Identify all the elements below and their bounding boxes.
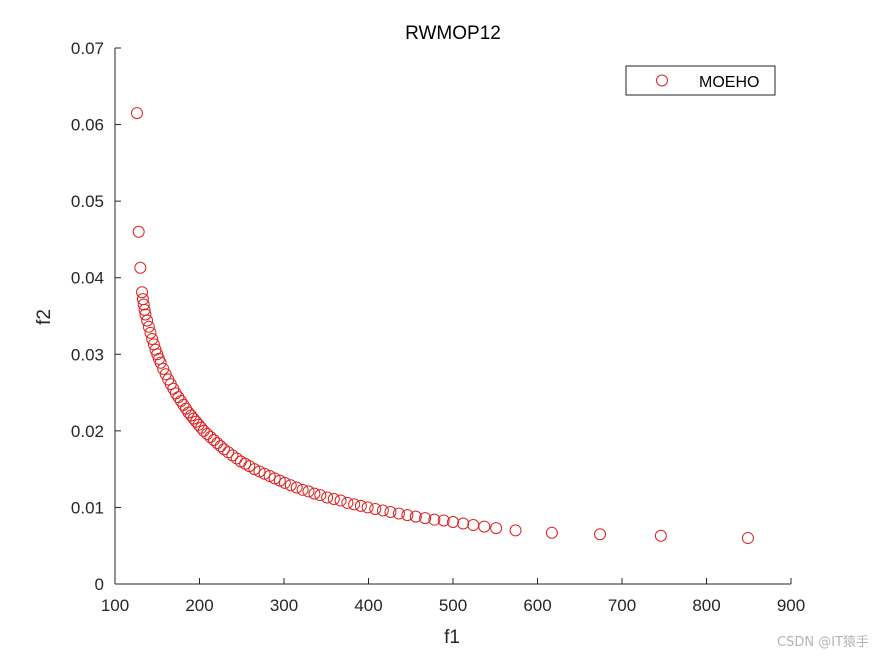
data-point: [146, 332, 159, 345]
y-tick-label: 0.01: [71, 498, 104, 517]
data-point: [226, 449, 239, 462]
x-tick-label: 200: [185, 596, 213, 615]
data-point: [509, 524, 522, 537]
data-point: [290, 481, 303, 494]
data-point: [478, 520, 491, 533]
y-tick-label: 0.07: [71, 39, 104, 58]
data-point: [437, 514, 450, 527]
data-point: [490, 522, 503, 535]
legend-marker: [656, 74, 668, 87]
data-point: [201, 427, 214, 440]
data-point: [348, 498, 361, 511]
data-point: [409, 510, 422, 523]
data-point: [392, 507, 405, 520]
data-point: [308, 487, 321, 500]
legend-box: [625, 65, 776, 96]
data-point: [222, 446, 235, 459]
data-point: [214, 440, 227, 453]
data-point: [284, 479, 297, 492]
x-tick-label: 100: [101, 596, 129, 615]
data-point: [321, 491, 334, 504]
x-tick-label: 700: [608, 596, 636, 615]
data-point: [154, 356, 167, 369]
x-tick-label: 500: [439, 596, 467, 615]
data-point: [144, 326, 157, 339]
data-point: [594, 528, 607, 541]
data-point: [369, 502, 382, 515]
data-point: [419, 512, 432, 525]
data-point: [137, 298, 150, 311]
data-point: [139, 308, 152, 321]
y-tick-label: 0.02: [71, 422, 104, 441]
x-tick-label: 400: [354, 596, 382, 615]
y-tick-label: 0.05: [71, 192, 104, 211]
y-tick-label: 0.03: [71, 345, 104, 364]
x-tick-label: 300: [270, 596, 298, 615]
data-point: [545, 526, 558, 539]
data-point: [174, 394, 187, 407]
x-axis-label: f1: [444, 627, 460, 648]
data-point: [159, 368, 172, 381]
data-point: [314, 489, 327, 502]
data-point: [376, 504, 389, 517]
y-tick-label: 0: [95, 575, 104, 594]
data-point: [136, 286, 149, 299]
data-point: [230, 452, 243, 465]
data-point: [428, 513, 441, 526]
data-point: [132, 225, 145, 238]
x-tick-label: 800: [692, 596, 720, 615]
x-tick-label: 600: [523, 596, 551, 615]
data-point: [141, 314, 154, 327]
data-point: [218, 443, 231, 456]
data-point: [157, 362, 170, 375]
data-point: [467, 519, 480, 532]
data-point: [327, 493, 340, 506]
data-point: [401, 509, 414, 522]
data-point: [457, 517, 470, 530]
data-point: [172, 391, 185, 404]
data-point: [341, 496, 354, 509]
data-point: [197, 424, 210, 437]
data-point: [130, 107, 143, 120]
data-point: [177, 398, 190, 411]
data-point: [296, 483, 309, 496]
data-point: [278, 476, 291, 489]
legend: MOEHO: [625, 65, 776, 96]
axes: 100 200 300 400 500 600 700 800 900 0 0.01 0.02 0.03…: [71, 39, 805, 615]
data-point: [207, 434, 220, 447]
data-point: [302, 485, 315, 498]
data-point: [211, 437, 224, 450]
data-point: [204, 430, 217, 443]
data-point: [334, 494, 347, 507]
data-point: [134, 261, 147, 274]
data-point: [447, 515, 459, 528]
data-point: [361, 501, 374, 514]
data-point: [142, 320, 155, 333]
data-points: [130, 107, 754, 545]
y-tick-label: 0.04: [71, 269, 104, 288]
legend-entry-label: MOEHO: [699, 74, 759, 91]
data-point: [354, 499, 367, 512]
y-tick-label: 0.06: [71, 116, 104, 135]
y-axis-label: f2: [34, 309, 55, 325]
data-point: [654, 529, 667, 542]
data-point: [741, 532, 754, 545]
data-point: [384, 506, 397, 519]
chart-title: RWMOP12: [405, 23, 501, 44]
watermark: CSDN @IT猿手: [777, 635, 869, 650]
x-tick-label: 900: [777, 596, 805, 615]
